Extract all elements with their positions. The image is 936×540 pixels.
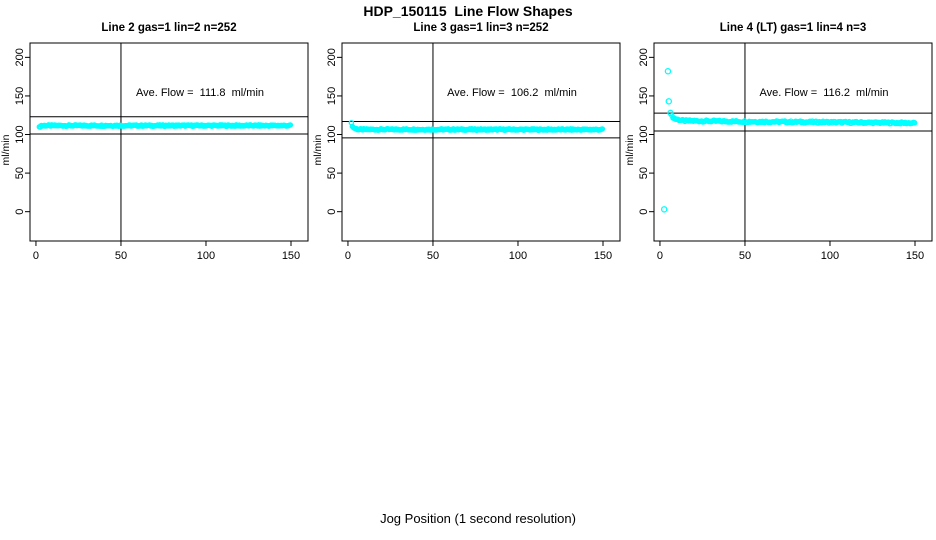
y-tick-label: 200	[638, 48, 650, 66]
figure-title: HDP_150115 Line Flow Shapes	[363, 3, 573, 19]
y-tick-label: 50	[638, 167, 650, 179]
x-axis: 0 50 100 150	[345, 241, 612, 262]
x-axis: 0 50 100 150	[657, 241, 924, 262]
panel-line-4: 0 50 100 150 0 50 100 150 200 ml/min Line 4 (LT) …	[624, 0, 936, 270]
reference-lines	[342, 43, 620, 241]
y-tick-label: 0	[14, 209, 26, 215]
panel-title-line-4: Line 4 (LT) gas=1 lin=4 n=3	[719, 22, 867, 34]
ave-flow-annotation-line-2: Ave. Flow = 111.8 ml/min	[135, 87, 265, 99]
x-tick-label: 150	[906, 250, 924, 262]
x-tick-label: 50	[115, 250, 127, 262]
y-tick-label: 150	[326, 87, 338, 105]
plot-box	[29, 42, 309, 242]
y-axis: 0 50 100 150 200 ml/min	[624, 48, 654, 215]
y-tick-label: 0	[638, 209, 650, 215]
data-points	[660, 67, 918, 213]
y-axis-title: ml/min	[312, 134, 324, 165]
x-tick-label: 100	[509, 250, 527, 262]
y-axis: 0 50 100 150 200 ml/min	[312, 48, 342, 215]
panel-title-line-2: Line 2 gas=1 lin=2 n=252	[101, 22, 237, 34]
panel-line-3: 0 50 100 150 0 50 100 150 200 ml/min Line 3 gas=1…	[312, 0, 624, 270]
reference-lines	[654, 43, 932, 241]
y-tick-label: 100	[14, 125, 26, 143]
x-axis: 0 50 100 150	[33, 241, 300, 262]
y-tick-label: 50	[326, 167, 338, 179]
plot-line-2: 0 50 100 150 0 50 100 150 200 ml/min	[0, 42, 309, 262]
plot-line-4: 0 50 100 150 0 50 100 150 200 ml/min	[624, 42, 933, 262]
outlier-data-point	[664, 67, 672, 75]
x-tick-label: 0	[345, 250, 351, 262]
ave-flow-annotation-line-3: Ave. Flow = 106.2 ml/min	[447, 87, 577, 99]
plot-box	[341, 42, 621, 242]
ave-flow-annotation-line-4: Ave. Flow = 116.2 ml/min	[759, 87, 889, 99]
y-tick-label: 150	[14, 87, 26, 105]
y-tick-label: 100	[638, 125, 650, 143]
outlier-data-point	[660, 206, 668, 213]
outlier-data-point	[665, 98, 673, 105]
outlier-data-point	[667, 109, 674, 117]
x-tick-label: 50	[739, 250, 751, 262]
reference-lines	[30, 43, 308, 241]
plot-box	[653, 42, 933, 242]
y-tick-label: 100	[326, 125, 338, 143]
x-tick-label: 0	[33, 250, 39, 262]
x-tick-label: 100	[197, 250, 215, 262]
data-point	[911, 120, 918, 126]
y-axis: 0 50 100 150 200 ml/min	[0, 48, 30, 215]
y-tick-label: 50	[14, 167, 26, 179]
x-tick-label: 50	[427, 250, 439, 262]
data-point	[287, 122, 294, 128]
y-tick-label: 200	[326, 48, 338, 66]
panel-line-2: 0 50 100 150 0 50 100 150 200 ml/min Line 2 gas=1…	[0, 0, 312, 270]
y-axis-title: ml/min	[0, 134, 12, 165]
panel-title-line-3: Line 3 gas=1 lin=3 n=252	[413, 22, 549, 34]
y-tick-label: 0	[326, 209, 338, 215]
data-points	[348, 119, 606, 133]
x-tick-label: 150	[594, 250, 612, 262]
y-axis-title: ml/min	[624, 134, 636, 165]
data-point	[599, 126, 606, 132]
x-axis-label: Jog Position (1 second resolution)	[380, 511, 576, 526]
x-tick-label: 0	[657, 250, 663, 262]
plot-line-3: 0 50 100 150 0 50 100 150 200 ml/min	[312, 42, 621, 262]
y-tick-label: 200	[14, 48, 26, 66]
x-tick-label: 100	[821, 250, 839, 262]
x-tick-label: 150	[282, 250, 300, 262]
data-points	[36, 122, 294, 130]
y-tick-label: 150	[638, 87, 650, 105]
